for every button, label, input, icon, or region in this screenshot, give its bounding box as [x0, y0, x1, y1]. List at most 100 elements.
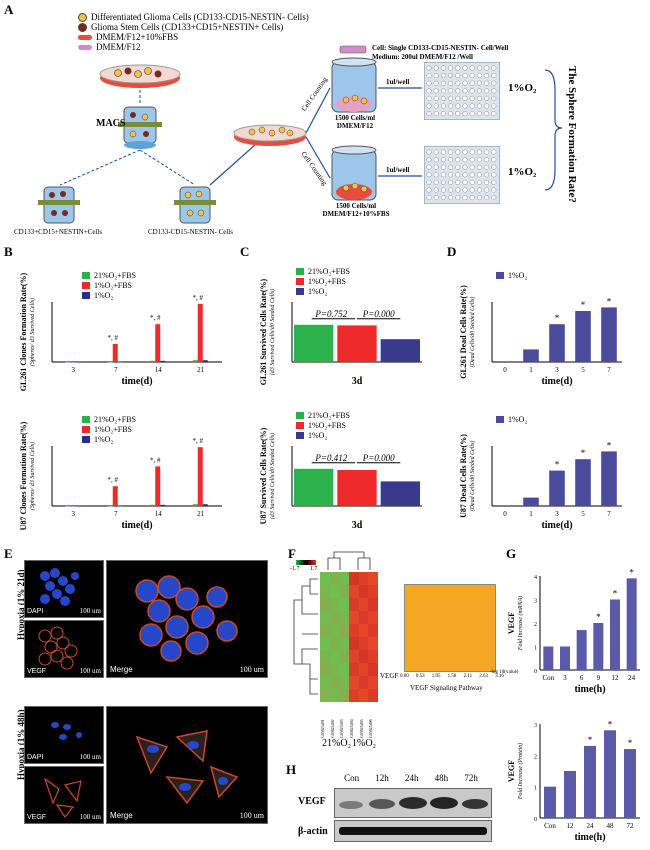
well	[455, 195, 461, 201]
well	[462, 111, 468, 117]
well	[426, 88, 432, 94]
panel-a-diagram	[38, 45, 563, 224]
chart-d-gl261: GL261 Dead Cells Rate(%) (Dead Cells/d0 S…	[459, 271, 622, 387]
heatmap-cell	[349, 598, 359, 611]
well	[476, 187, 482, 193]
y-tick-label: 4	[534, 575, 537, 581]
bar	[107, 362, 113, 363]
well	[433, 172, 439, 178]
well	[440, 179, 446, 185]
micrograph-merge-48h: Merge 100 um	[106, 706, 268, 824]
heatmap-cell	[349, 637, 359, 650]
heatmap-cell	[358, 611, 369, 624]
y-tick-label: 3	[534, 723, 537, 729]
well	[476, 157, 482, 163]
x-tick-label: 6	[580, 674, 584, 682]
well	[455, 111, 461, 117]
well	[440, 149, 446, 155]
heatmap-cell	[358, 663, 369, 676]
well	[484, 103, 490, 109]
well	[426, 187, 432, 193]
well	[484, 95, 490, 101]
well	[433, 65, 439, 71]
heatmap-cell	[368, 637, 378, 650]
x-axis-label: time(d)	[541, 520, 572, 531]
stem-cell-tube	[38, 186, 80, 224]
heatmap-cell	[339, 598, 349, 611]
x-tick-label: 5	[581, 366, 585, 374]
well	[469, 73, 475, 79]
well	[455, 172, 461, 178]
x-tick-label: 3	[72, 510, 76, 518]
well-plate-top	[423, 61, 501, 121]
heatmap-cell	[329, 663, 340, 676]
legend-label: 1%O₂+FBS	[308, 277, 346, 286]
well	[491, 95, 497, 101]
pathway-axis-label: -log 10(value)	[490, 670, 519, 675]
well	[433, 80, 439, 86]
legend-swatch	[82, 416, 90, 423]
legend-stem: Glioma Stem Cells (CD133+CD15+NESTIN+ Ce…	[78, 22, 378, 32]
bar	[523, 497, 539, 506]
legend-swatch	[82, 272, 90, 279]
colorscale-min: -1.7	[290, 566, 300, 572]
macs-label: MACS	[96, 118, 126, 129]
well	[491, 149, 497, 155]
bar	[604, 730, 616, 818]
bar	[610, 599, 620, 670]
well	[462, 179, 468, 185]
y-axis-label: VEGF	[507, 760, 516, 782]
significance-label: *, #	[108, 476, 119, 484]
bar	[544, 786, 556, 818]
heatmap-cell	[358, 598, 369, 611]
well-plate-bottom	[423, 145, 501, 205]
legend-differentiated: Differentiated Glioma Cells (CD133-CD15-…	[78, 12, 378, 22]
merge-label: Merge	[110, 665, 133, 674]
x-tick-label: 48	[607, 822, 615, 830]
oxygen-bottom: 1%O₂	[508, 166, 537, 178]
micrograph-merge-21d: Merge 100 um	[106, 560, 268, 678]
legend-label: 1%O₂	[94, 291, 113, 300]
significance-label: *, #	[150, 314, 161, 322]
differentiated-dish	[233, 124, 307, 146]
well	[484, 65, 490, 71]
pathway-box	[404, 584, 496, 672]
significance-star: *	[555, 460, 560, 470]
heatmap-cell	[320, 650, 330, 663]
heatmap-cell	[320, 663, 330, 676]
sphere-rate-label: The Sphere Formation Rate?	[566, 66, 578, 203]
x-axis-label: time(h)	[574, 684, 605, 695]
scale-bar: 100 um	[79, 753, 101, 761]
x-tick-label: 72	[627, 822, 635, 830]
legend-label: 1%O₂+FBS	[94, 281, 132, 290]
heatmap-dendrogram	[293, 578, 318, 695]
scale-bar: 100 um	[79, 667, 101, 675]
legend-label: 21%O₂+FBS	[94, 415, 136, 424]
well	[426, 80, 432, 86]
y-axis-sublabel: (Spheres/ d3 Survived Cells)	[29, 298, 36, 366]
bar	[75, 362, 81, 363]
x-tick-label: 1	[529, 366, 533, 374]
well	[433, 179, 439, 185]
well	[484, 73, 490, 79]
x-tick-label: 7	[607, 510, 611, 518]
bar	[624, 749, 636, 818]
heatmap-cell	[329, 598, 340, 611]
bar	[197, 447, 203, 506]
heatmap-cell	[339, 637, 349, 650]
plate-info: Cell: Single CD133-CD15-NESTIN- Cell/Wel…	[372, 44, 509, 61]
blot-lane-label: Con	[344, 773, 360, 783]
well	[476, 164, 482, 170]
bar	[70, 506, 76, 507]
pathway-axis: 0.00 0.53 1.05 1.58 2.11 2.63 3.16	[400, 674, 504, 684]
well	[462, 65, 468, 71]
well	[426, 164, 432, 170]
heatmap	[320, 572, 378, 702]
well	[462, 80, 468, 86]
well	[448, 103, 454, 109]
x-tick-label: 12	[567, 822, 575, 830]
x-tick-label: 12	[612, 674, 620, 682]
well	[448, 187, 454, 193]
well	[469, 111, 475, 117]
